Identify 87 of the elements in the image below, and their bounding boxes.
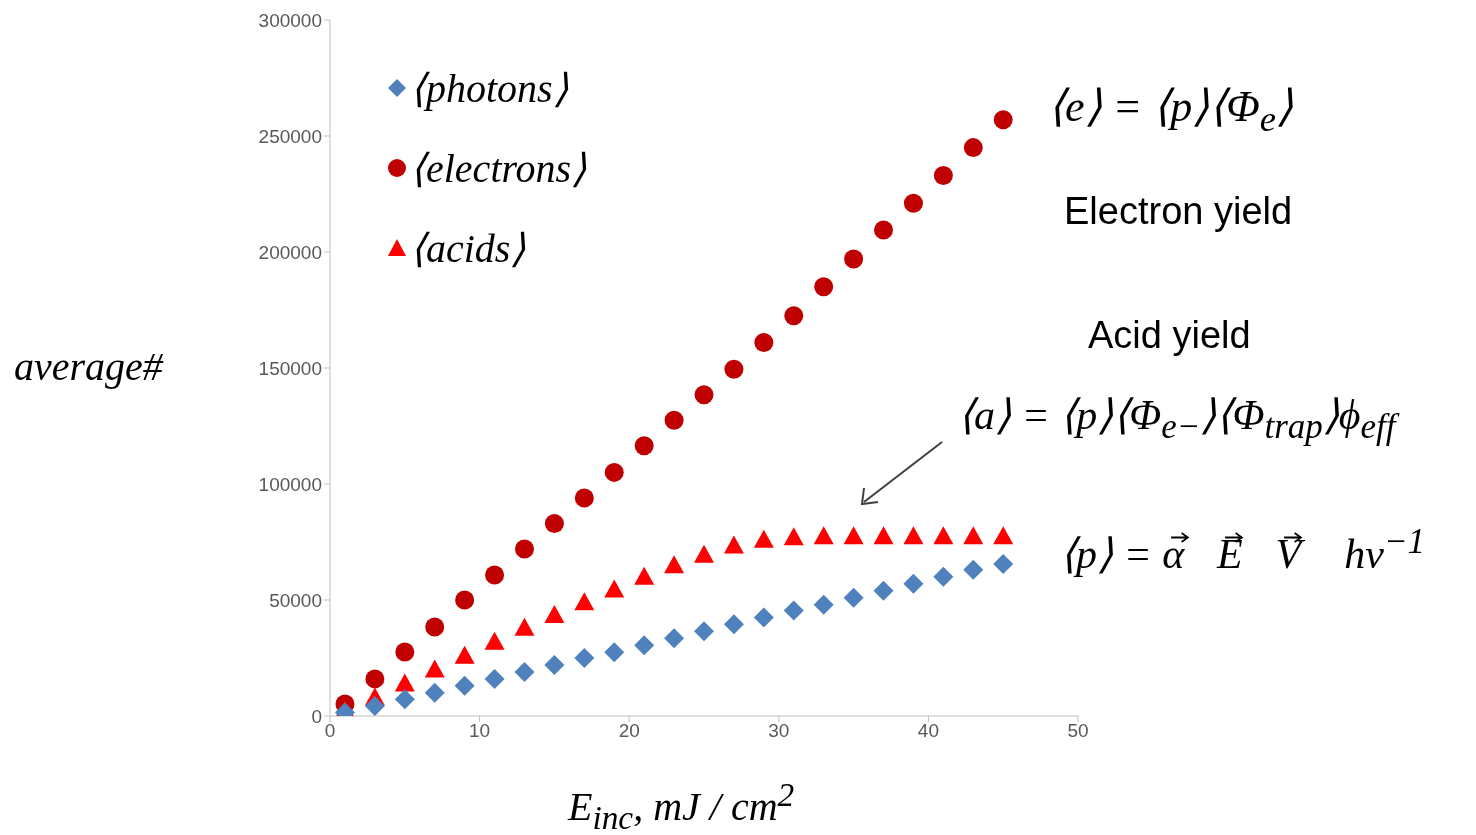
annotation: ⟨e⟩ = ⟨p⟩⟨Φ$_{e}$⟩ bbox=[1048, 81, 1293, 140]
point bbox=[694, 544, 714, 563]
point bbox=[724, 359, 744, 379]
point bbox=[783, 527, 804, 546]
point bbox=[873, 580, 894, 601]
point bbox=[424, 682, 445, 703]
point bbox=[574, 488, 594, 508]
point bbox=[813, 594, 834, 615]
point bbox=[454, 645, 475, 664]
point bbox=[903, 573, 924, 594]
legend-label: ⟨electrons⟩ bbox=[410, 144, 588, 192]
point bbox=[424, 659, 445, 678]
point bbox=[753, 529, 774, 548]
point bbox=[364, 696, 385, 716]
annotation: ⟨p⟩ = α⃗E⃗V⃗ hν$^{−1}$ bbox=[1060, 522, 1425, 578]
point bbox=[514, 539, 534, 559]
x-tick-label: 50 bbox=[1067, 720, 1089, 742]
point bbox=[544, 654, 565, 675]
x-tick-label: 30 bbox=[768, 720, 790, 742]
point bbox=[723, 614, 744, 635]
point bbox=[454, 675, 475, 696]
y-tick-label: 150000 bbox=[258, 357, 322, 379]
point bbox=[993, 554, 1014, 575]
text: Acid yield bbox=[1088, 314, 1251, 357]
legend-label: ⟨photons⟩ bbox=[410, 64, 569, 112]
point bbox=[484, 668, 505, 689]
point bbox=[394, 689, 415, 710]
point bbox=[425, 617, 445, 637]
point bbox=[604, 462, 624, 482]
point bbox=[604, 642, 625, 663]
y-tick-label: 0 bbox=[311, 705, 322, 727]
y-tick-label: 200000 bbox=[258, 241, 322, 263]
point bbox=[873, 526, 894, 545]
point bbox=[634, 566, 655, 585]
point bbox=[574, 648, 595, 668]
point bbox=[574, 592, 595, 611]
point bbox=[933, 165, 953, 185]
point bbox=[784, 306, 804, 326]
point bbox=[634, 436, 654, 456]
point bbox=[395, 642, 415, 662]
point bbox=[365, 669, 385, 689]
point bbox=[753, 607, 774, 628]
point bbox=[903, 193, 923, 213]
point bbox=[933, 566, 954, 587]
point bbox=[544, 605, 565, 624]
point bbox=[664, 555, 685, 574]
x-tick-label: 40 bbox=[917, 720, 939, 742]
y-tick-label: 250000 bbox=[258, 125, 322, 147]
point bbox=[993, 526, 1014, 545]
point bbox=[514, 661, 535, 682]
y-axis-title: average# bbox=[14, 343, 163, 390]
point bbox=[843, 587, 864, 608]
point bbox=[754, 332, 774, 352]
point bbox=[485, 565, 505, 585]
annotation: Electron yield bbox=[1064, 190, 1293, 233]
point bbox=[455, 590, 475, 610]
point bbox=[694, 385, 714, 405]
point bbox=[874, 220, 894, 240]
y-tick-label: 100000 bbox=[258, 473, 322, 495]
point bbox=[963, 559, 984, 580]
y-tick-label: 300000 bbox=[258, 9, 322, 31]
x-tick-label: 20 bbox=[618, 720, 640, 742]
point bbox=[814, 277, 834, 297]
point bbox=[514, 617, 535, 636]
point bbox=[813, 526, 834, 545]
point bbox=[604, 579, 625, 598]
legend-label: ⟨acids⟩ bbox=[410, 224, 527, 272]
point bbox=[664, 628, 685, 649]
point bbox=[844, 249, 864, 269]
point bbox=[484, 631, 505, 650]
point bbox=[694, 621, 714, 642]
point bbox=[843, 526, 864, 545]
point bbox=[544, 513, 564, 533]
x-tick-label: 10 bbox=[469, 720, 491, 742]
point bbox=[993, 110, 1013, 130]
point bbox=[903, 526, 924, 545]
x-tick-label: 0 bbox=[324, 720, 336, 742]
point bbox=[933, 526, 954, 545]
point bbox=[634, 635, 655, 656]
point bbox=[963, 138, 983, 158]
x-axis-title: E$_{inc}$, mJ / cm$^{2}$ bbox=[568, 776, 795, 835]
point bbox=[783, 600, 804, 621]
point bbox=[723, 535, 744, 554]
point bbox=[963, 526, 984, 545]
point bbox=[664, 410, 684, 430]
point bbox=[394, 673, 415, 692]
y-tick-label: 50000 bbox=[269, 589, 322, 611]
